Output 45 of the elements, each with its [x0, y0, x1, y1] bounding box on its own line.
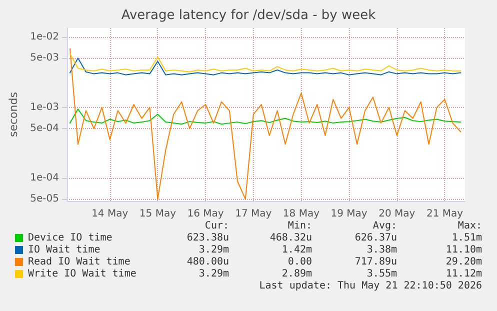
text: 623.38u [186, 232, 230, 244]
legend-label: Write IO Wait time [28, 268, 136, 280]
text: 468.32u [270, 232, 312, 244]
text: 11.10m [446, 244, 482, 256]
text: 1.42m [282, 244, 312, 256]
y-tick-label: 1e-03 [30, 102, 59, 113]
legend-label: IO Wait time [28, 244, 100, 256]
text: 29.20m [446, 256, 482, 268]
y-tick-label: 5e-03 [30, 52, 59, 64]
text: 3.29m [198, 244, 230, 256]
x-tick-label: 17 May [235, 208, 272, 220]
text: 0.00 [288, 256, 312, 268]
text: Min: [288, 220, 312, 232]
text: 626.37u [354, 232, 398, 244]
text: 717.89u [354, 256, 398, 268]
x-tick-label: 16 May [187, 208, 224, 220]
text: Cur: [204, 220, 230, 232]
text: Last update: Thu May 21 22:10:50 2026 [259, 280, 482, 292]
legend-label: Read IO Wait time [28, 256, 130, 268]
y-tick-label: 1e-02 [30, 31, 59, 42]
text: Max: [458, 220, 482, 232]
text: 3.29m [198, 268, 230, 280]
text: 1.51m [452, 232, 482, 244]
legend-label: Device IO time [28, 232, 112, 244]
line-series [69, 108, 462, 125]
x-tick-label: 18 May [282, 208, 320, 220]
text: 2.89m [282, 268, 312, 280]
x-tick-label: 14 May [92, 208, 128, 220]
text: 480.00u [186, 256, 230, 268]
x-tick-label: 20 May [378, 208, 416, 220]
text: 3.38m [366, 244, 398, 256]
text: 3.55m [366, 268, 398, 280]
y-tick-label: 5e-04 [30, 123, 59, 134]
chart-title: Average latency for /dev/sda - by week [121, 8, 376, 23]
x-tick-label: 19 May [330, 208, 368, 220]
line-series [69, 53, 462, 72]
x-tick-label: 15 May [139, 208, 176, 220]
y-axis-title: seconds [7, 92, 20, 137]
y-tick-label: 5e-05 [30, 194, 59, 205]
line-series [69, 48, 462, 200]
line-series [69, 58, 462, 76]
y-tick-label: 1e-04 [30, 172, 59, 184]
text: Avg: [372, 220, 398, 232]
x-tick-label: 21 May [426, 208, 464, 220]
text: 11.12m [446, 268, 482, 280]
